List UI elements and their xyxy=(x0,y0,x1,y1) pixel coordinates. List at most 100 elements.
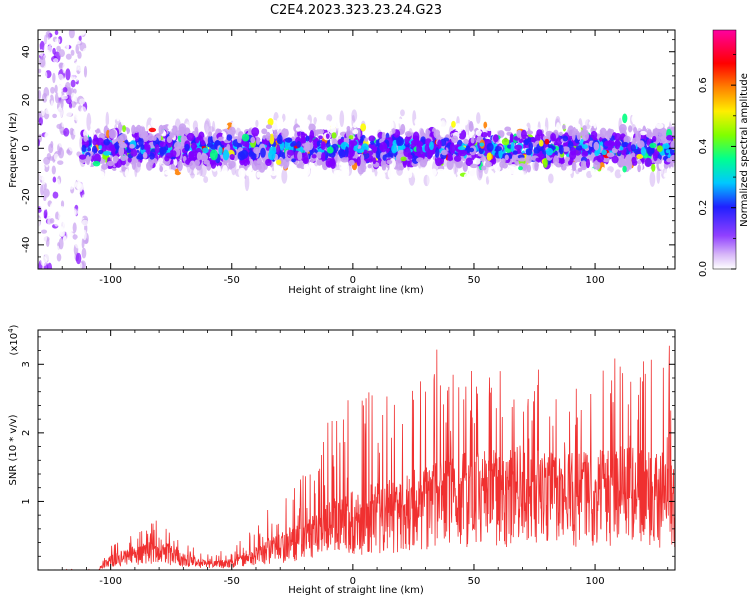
spectrogram-band-cell xyxy=(465,157,473,167)
spectrogram-band-cell xyxy=(435,147,440,158)
spectrogram-band-cell xyxy=(78,154,87,160)
spectrogram-band-cell xyxy=(129,143,135,149)
spectrogram-band-cell xyxy=(344,146,349,158)
snr-y-ticks: 1 2 3 xyxy=(21,336,675,557)
spectrogram-noise-cell xyxy=(71,209,77,216)
colorbar-tick-label: 0.0 xyxy=(698,261,709,277)
spectrogram-band-cell xyxy=(295,127,302,132)
spectrogram-band-cell xyxy=(580,129,589,136)
spectrogram-y-tick-label: -20 xyxy=(21,188,32,204)
spectrogram-noise-cell xyxy=(52,176,57,183)
spectrogram-band-cell xyxy=(601,149,607,156)
spectrogram-band-cell xyxy=(356,128,361,139)
spectrogram-noise-cell xyxy=(82,229,87,241)
spectrogram-band-cell xyxy=(646,128,652,137)
spectrogram-band-cell xyxy=(339,149,346,159)
spectrogram-band-cell xyxy=(637,140,645,149)
spectrogram-band-cell xyxy=(250,136,256,144)
spectrogram-halo-cell xyxy=(548,173,554,184)
spectrogram-noise-cell xyxy=(52,47,56,55)
spectrogram-band-cell xyxy=(485,126,494,132)
spectrogram-noise-cell xyxy=(58,49,65,58)
spectrogram-band-cell xyxy=(360,154,365,163)
colorbar-tick-label: 0.4 xyxy=(698,138,709,154)
spectrogram-band-cell xyxy=(665,149,671,154)
spectrogram-halo-cell xyxy=(204,123,209,137)
spectrogram-y-tick-label: -40 xyxy=(21,237,32,253)
snr-xlabel: Height of straight line (km) xyxy=(288,585,424,596)
spectrogram-halo-cell xyxy=(339,110,345,128)
spectrogram-band-cell xyxy=(520,129,527,140)
spectrogram-band-cell xyxy=(209,149,218,161)
spectrogram-band-cell xyxy=(580,160,587,169)
spectrogram-band-cell xyxy=(514,160,520,166)
spectrogram-band-cell xyxy=(159,165,164,173)
spectrogram-band-cell xyxy=(649,142,657,149)
spectrogram-band-cell xyxy=(462,116,469,126)
spectrogram-band-cell xyxy=(352,122,358,129)
spectrogram-band-cell xyxy=(79,120,85,129)
spectrogram-band-cell xyxy=(101,163,109,170)
spectrogram-band-cell xyxy=(599,127,607,139)
spectrogram-band-cell xyxy=(545,147,554,156)
spectrogram-band-cell xyxy=(623,135,631,144)
spectrogram-halo-cell xyxy=(426,171,432,188)
spectrogram-noise-cell xyxy=(60,200,65,208)
spectrogram-band-cell xyxy=(478,147,484,155)
spectrogram-band-cell xyxy=(593,160,601,171)
spectrogram-band-cell xyxy=(200,153,209,162)
spectrogram-band-cell xyxy=(122,125,126,133)
spectrogram-band-cell xyxy=(111,146,116,155)
spectrogram-noise-cell xyxy=(43,156,51,165)
spectrogram-band-cell xyxy=(639,130,647,136)
spectrogram-band-cell xyxy=(637,159,642,165)
spectrogram-noise-cell xyxy=(45,33,51,38)
spectrogram-band-cell xyxy=(440,126,446,132)
spectrogram-noise-cell xyxy=(43,43,48,55)
spectrogram-band-cell xyxy=(297,151,303,161)
spectrogram-halo-cell xyxy=(582,111,589,126)
spectrogram-band-cell xyxy=(618,123,627,134)
spectrogram-band-cell xyxy=(390,120,394,130)
spectrogram-band-cell xyxy=(652,135,657,142)
spectrogram-band-cell xyxy=(222,164,228,176)
spectrogram-band-cell xyxy=(277,139,283,145)
spectrogram-noise-cell xyxy=(52,191,59,199)
spectrogram-band-cell xyxy=(433,129,441,139)
spectrogram-band-cell xyxy=(446,159,454,170)
spectrogram-band-cell xyxy=(169,132,175,139)
spectrogram-noise-cell xyxy=(50,100,54,111)
spectrogram-band-cell xyxy=(303,152,309,163)
spectrogram-band-cell xyxy=(330,158,336,170)
spectrogram-band-cell xyxy=(159,141,167,148)
spectrogram-halo-cell xyxy=(584,166,591,184)
spectrogram-band-cell xyxy=(196,152,202,161)
spectrogram-noise-cell xyxy=(64,263,70,269)
spectrogram-band-cell xyxy=(550,132,557,142)
spectrogram-band-cell xyxy=(381,164,387,171)
spectrogram-band-cell xyxy=(574,123,581,130)
spectrogram-noise-cell xyxy=(73,39,81,45)
spectrogram-noise-cell xyxy=(49,238,53,245)
spectrogram-band-cell xyxy=(611,155,619,164)
spectrogram-band-cell xyxy=(177,160,183,172)
spectrogram-band-cell xyxy=(607,139,613,149)
spectrogram-band-cell xyxy=(447,153,453,162)
spectrogram-band-cell xyxy=(433,121,442,126)
spectrogram-band-cell xyxy=(173,158,178,166)
spectrogram-band-cell xyxy=(318,135,323,140)
spectrogram-band-cell xyxy=(142,172,150,177)
spectrogram-band-cell xyxy=(403,147,411,158)
spectrogram-x-tick-label: 100 xyxy=(586,275,605,286)
spectrogram-band-cell xyxy=(158,157,163,163)
spectrogram-halo-cell xyxy=(476,112,481,125)
spectrogram-band-cell xyxy=(470,137,475,144)
spectrogram-band-cell xyxy=(533,147,541,154)
spectrogram-band-cell xyxy=(189,160,196,170)
spectrogram-band-cell xyxy=(391,144,398,154)
spectrogram-band-cell xyxy=(644,157,652,167)
spectrogram-band-cell xyxy=(384,152,393,158)
spectrogram-noise-cell xyxy=(75,31,82,37)
spectrogram-noise-cell xyxy=(68,87,72,97)
spectrogram-noise-cell xyxy=(82,47,89,58)
